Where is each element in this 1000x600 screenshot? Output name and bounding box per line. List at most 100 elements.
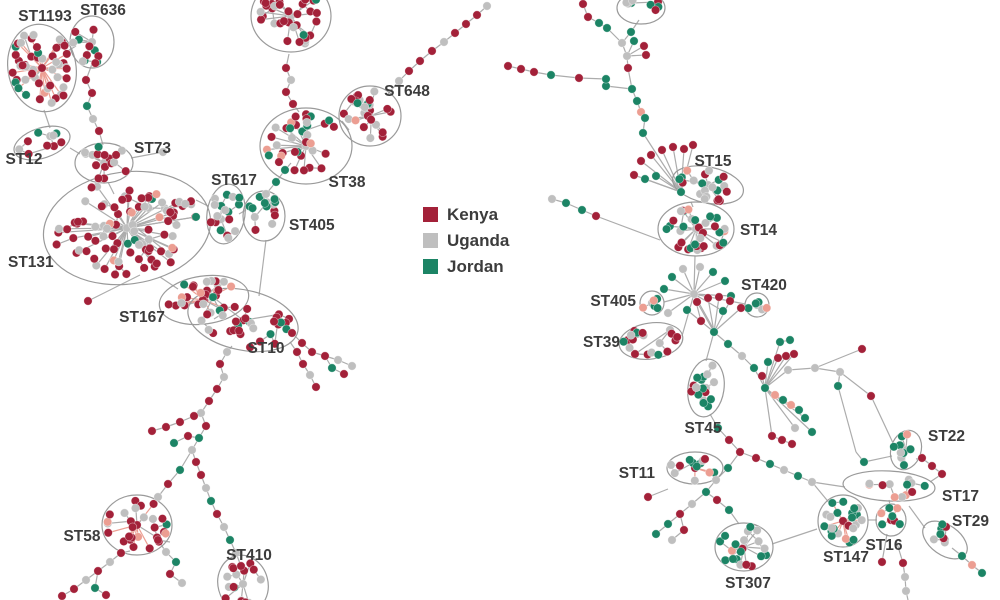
strain-node [134,240,144,250]
edge [650,154,682,193]
strain-node [33,128,43,138]
strain-node [150,523,160,533]
legend-label-jordan: Jordan [447,257,504,276]
strain-node [53,72,63,82]
strain-node [212,509,222,519]
strain-node [649,296,659,306]
strain-node [215,359,225,369]
strain-node [177,578,187,588]
strain-node [687,499,697,509]
strain-node [224,214,234,224]
strain-node [638,303,648,313]
strain-node [300,0,310,4]
strain-node [651,171,661,181]
strain-node [82,246,92,256]
strain-node [718,306,728,316]
strain-node [884,503,894,513]
cluster-label-ST11: ST11 [619,465,656,482]
strain-node [787,439,797,449]
strain-node [204,325,214,335]
strain-node [900,572,910,582]
strain-node [144,234,154,244]
strain-node [180,199,190,209]
strain-node [97,201,107,211]
strain-node [713,423,723,433]
cluster-label-ST410: ST410 [226,547,272,564]
strain-node [714,227,724,237]
strain-node [779,465,789,475]
strain-node [230,302,240,312]
cluster-label-ST58: ST58 [63,528,100,545]
cluster-label-ST10: ST10 [247,340,284,357]
strain-node [55,34,65,44]
strain-node [789,349,799,359]
strain-node [957,551,967,561]
strain-node [333,355,343,365]
strain-node [561,198,571,208]
cluster-outline-ST38 [259,107,353,185]
edge [159,276,179,290]
edge [811,481,846,488]
edge [693,293,732,297]
strain-node [222,572,232,582]
strain-node [201,483,211,493]
strain-node [641,50,651,60]
strain-node [691,383,701,393]
strain-node [311,16,321,26]
strain-node [662,347,672,357]
edge [634,329,671,355]
strain-node [877,557,887,567]
strain-node [256,7,266,17]
strain-node [670,468,680,478]
strain-node [140,202,150,212]
cluster-label-ST636: ST636 [80,2,126,19]
strain-node [212,211,222,221]
strain-node [503,61,513,71]
strain-node [145,243,155,253]
cluster-outline-ST14 [657,201,735,257]
strain-node [285,123,295,133]
strain-node [763,357,773,367]
strain-node [220,205,230,215]
strain-node [472,10,482,20]
strain-node [857,344,867,354]
cluster-label-ST617: ST617 [211,172,257,189]
strain-node [130,503,140,513]
strain-node [101,590,111,600]
strain-node [877,519,887,529]
edge [550,74,580,79]
strain-node [134,254,144,264]
strain-node [902,429,912,439]
strain-node [857,515,867,525]
strain-node [651,5,661,15]
strain-node [714,292,724,302]
strain-node [736,303,746,313]
strain-node [37,63,47,73]
strain-node [157,198,167,208]
strain-node [778,395,788,405]
strain-node [127,208,137,218]
strain-node [825,512,835,522]
strain-node [171,220,181,230]
edge [266,145,307,151]
strain-node [864,479,874,489]
strain-node [281,63,291,73]
cluster-outline-ST58 [101,494,173,556]
strain-node [196,470,206,480]
strain-node [667,535,677,545]
strain-node [269,317,279,327]
strain-node [83,232,93,242]
cluster-label-ST1193: ST1193 [18,8,72,25]
strain-node [128,542,138,552]
strain-node [165,569,175,579]
legend-swatch-kenya [423,207,438,222]
edge [690,201,694,208]
cluster-labels-layer: ST1193 ST636 ST12 ST73 ST131 ST617 ST405 ST38 ST… [5,2,989,592]
nodes-layer [8,0,987,600]
strain-node [692,373,702,383]
strain-node [58,82,68,92]
strain-node [347,361,357,371]
strain-node [272,140,282,150]
strain-node [754,536,764,546]
strain-node [234,193,244,203]
